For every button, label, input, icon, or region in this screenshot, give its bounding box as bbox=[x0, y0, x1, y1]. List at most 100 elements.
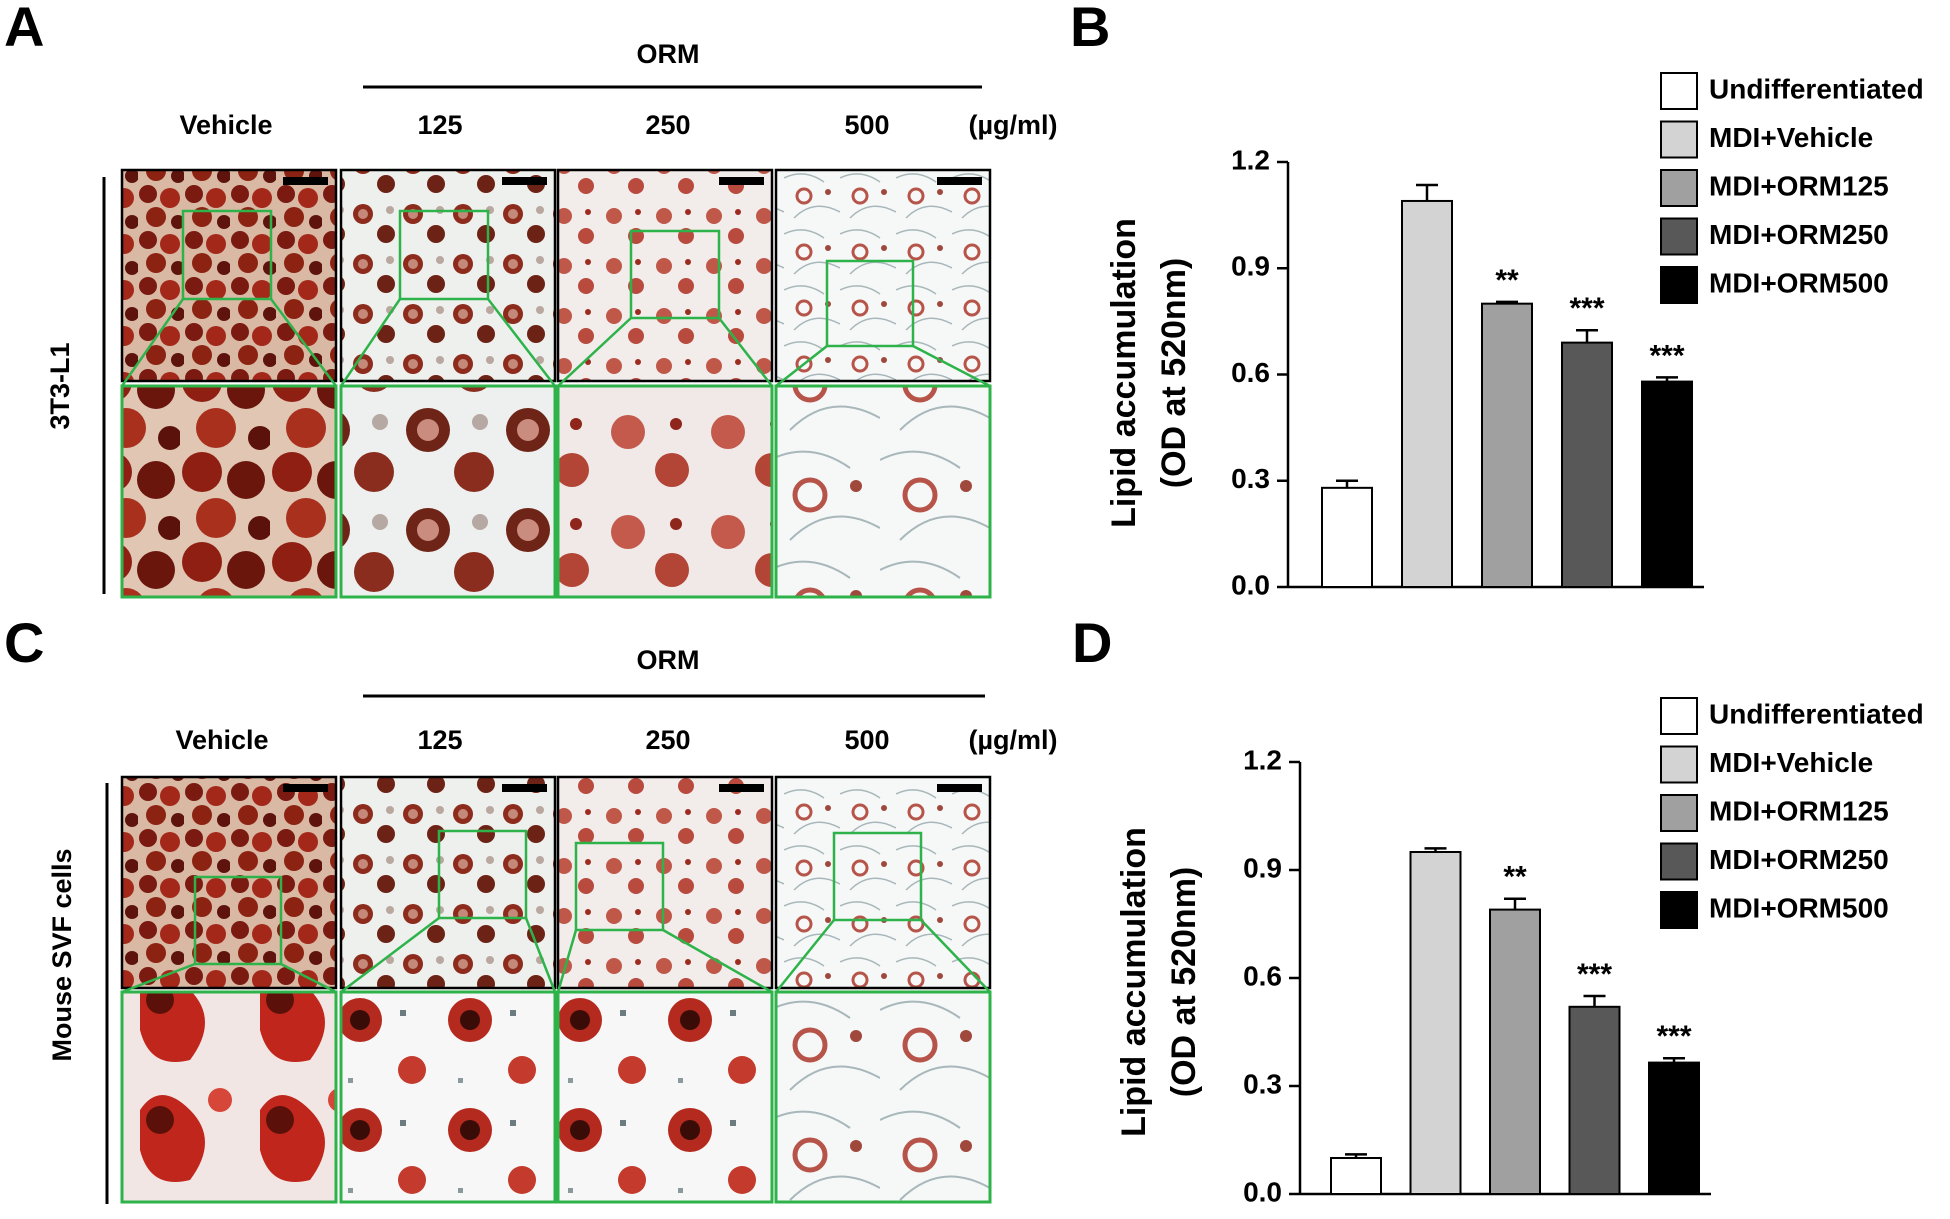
bar bbox=[1641, 380, 1693, 589]
zoom-line bbox=[920, 919, 991, 993]
treatment-label: ORM bbox=[637, 39, 700, 69]
micrograph bbox=[774, 168, 992, 383]
bar bbox=[1568, 1005, 1621, 1195]
y-tick-label: 0.6 bbox=[1243, 960, 1282, 991]
zoom-line bbox=[718, 317, 773, 387]
zoom-box bbox=[193, 875, 283, 966]
legend-label: MDI+Vehicle bbox=[1709, 122, 1873, 153]
zoom-line bbox=[269, 298, 338, 387]
micrograph-grid bbox=[120, 775, 992, 1204]
zoom-micrograph bbox=[774, 990, 992, 1204]
legend-swatch bbox=[1660, 169, 1698, 207]
column-label: 500 bbox=[844, 725, 889, 755]
legend-label: Undifferentiated bbox=[1709, 73, 1924, 104]
zoom-line bbox=[280, 962, 337, 994]
zoom-line bbox=[340, 917, 440, 993]
micrograph bbox=[556, 775, 774, 990]
column-label: 125 bbox=[417, 725, 462, 755]
significance-label: ** bbox=[1495, 264, 1519, 297]
legend-label: MDI+ORM125 bbox=[1709, 795, 1889, 826]
zoom-line bbox=[775, 919, 835, 993]
legend-swatch bbox=[1660, 266, 1698, 304]
legend-swatch bbox=[1660, 842, 1698, 881]
row-label: 3T3-L1 bbox=[45, 342, 75, 429]
micrograph bbox=[339, 168, 557, 383]
scale-bar bbox=[502, 177, 547, 185]
legend-label: MDI+ORM250 bbox=[1709, 844, 1889, 875]
panel-label: A bbox=[4, 0, 44, 58]
y-tick-label: 0.9 bbox=[1243, 852, 1282, 883]
legend-swatch bbox=[1660, 217, 1698, 256]
bar bbox=[1481, 302, 1533, 588]
zoom-box bbox=[832, 831, 923, 922]
zoom-micrograph bbox=[120, 990, 338, 1204]
bar bbox=[1330, 1157, 1382, 1195]
bar bbox=[1561, 341, 1613, 588]
significance-label: *** bbox=[1577, 958, 1612, 991]
y-tick-label: 0.9 bbox=[1231, 251, 1270, 282]
column-label: Vehicle bbox=[179, 110, 272, 140]
micrograph-grid bbox=[120, 168, 992, 599]
y-tick-label: 0.6 bbox=[1231, 357, 1270, 388]
y-tick-label: 0.3 bbox=[1243, 1068, 1282, 1099]
legend-label: MDI+Vehicle bbox=[1709, 747, 1873, 778]
legend-swatch bbox=[1660, 72, 1698, 110]
zoom-box bbox=[437, 829, 528, 920]
significance-label: *** bbox=[1649, 339, 1684, 372]
column-label: 125 bbox=[417, 110, 462, 140]
zoom-box bbox=[398, 209, 490, 301]
scale-bar bbox=[937, 784, 982, 792]
zoom-box bbox=[825, 259, 915, 348]
bar bbox=[1648, 1061, 1700, 1195]
scale-bar bbox=[719, 784, 764, 792]
bar bbox=[1409, 851, 1462, 1195]
legend-label: MDI+ORM500 bbox=[1709, 267, 1889, 298]
significance-label: *** bbox=[1656, 1020, 1691, 1053]
column-label: 500 bbox=[844, 110, 889, 140]
zoom-micrograph bbox=[339, 990, 557, 1204]
zoom-micrograph bbox=[556, 990, 774, 1204]
scale-bar bbox=[719, 177, 764, 185]
column-label: Vehicle bbox=[175, 725, 268, 755]
y-axis-label: (OD at 520nm) bbox=[1155, 258, 1193, 489]
row-label: Mouse SVF cells bbox=[47, 848, 77, 1061]
zoom-line bbox=[775, 345, 828, 387]
zoom-line bbox=[121, 962, 196, 994]
legend-swatch bbox=[1660, 745, 1698, 784]
scale-bar bbox=[937, 177, 982, 185]
y-axis-label: Lipid accumulation bbox=[1115, 827, 1153, 1137]
panel-label: C bbox=[4, 611, 44, 674]
panel-label: D bbox=[1072, 611, 1112, 674]
legend-swatch bbox=[1660, 697, 1698, 735]
legend-swatch bbox=[1660, 891, 1698, 929]
scale-bar bbox=[283, 784, 328, 792]
column-label: 250 bbox=[645, 110, 690, 140]
legend-label: Undifferentiated bbox=[1709, 698, 1924, 729]
significance-label: *** bbox=[1569, 292, 1604, 325]
column-label: 250 bbox=[645, 725, 690, 755]
scale-bar bbox=[502, 784, 547, 792]
micrograph bbox=[120, 168, 338, 383]
bar bbox=[1489, 908, 1541, 1195]
y-tick-label: 0.0 bbox=[1231, 569, 1270, 600]
legend-swatch bbox=[1660, 794, 1698, 832]
unit-label: (µg/ml) bbox=[968, 110, 1057, 140]
zoom-line bbox=[524, 917, 557, 993]
zoom-line bbox=[487, 298, 556, 387]
y-tick-label: 1.2 bbox=[1231, 144, 1270, 175]
y-tick-label: 0.0 bbox=[1243, 1176, 1282, 1207]
zoom-box bbox=[574, 841, 665, 932]
zoom-line bbox=[339, 298, 402, 387]
zoom-micrograph bbox=[120, 384, 338, 599]
zoom-micrograph bbox=[556, 384, 774, 599]
zoom-line bbox=[912, 344, 991, 388]
zoom-box bbox=[181, 209, 273, 301]
legend-label: MDI+ORM500 bbox=[1709, 892, 1889, 923]
micrograph bbox=[556, 168, 774, 383]
bar bbox=[1401, 199, 1453, 588]
legend-label: MDI+ORM125 bbox=[1709, 170, 1889, 201]
treatment-label: ORM bbox=[637, 645, 700, 675]
micrograph bbox=[774, 775, 992, 990]
